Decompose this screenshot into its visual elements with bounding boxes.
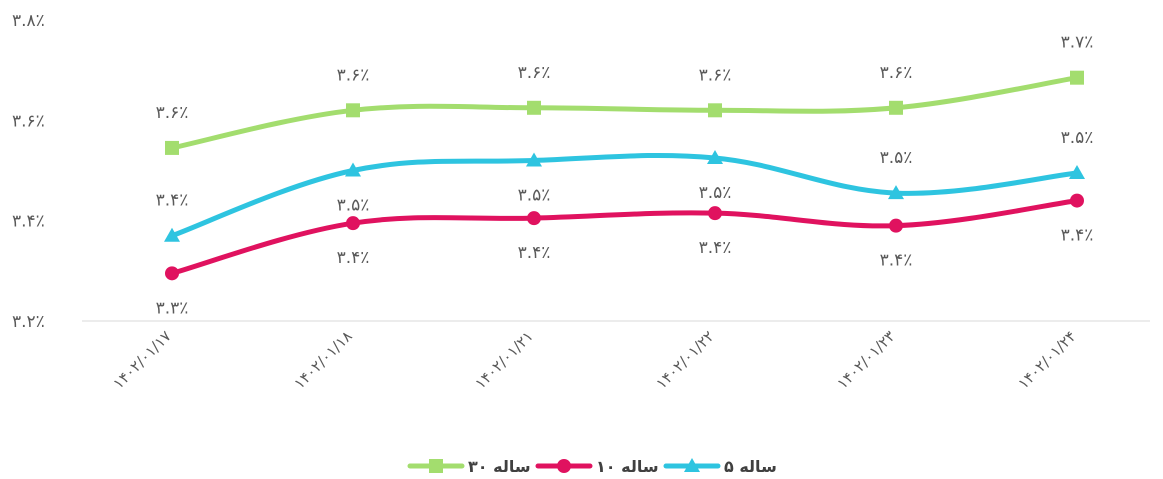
data-label: ۳.۵٪ (337, 196, 370, 216)
data-label: ۳.۶٪ (156, 103, 189, 123)
data-point (707, 149, 723, 164)
data-point (164, 227, 180, 242)
data-label: ۳.۴٪ (337, 248, 370, 268)
data-point (346, 216, 360, 231)
x-tick-label: ۱۴۰۲/۰۱/۲۲ (652, 327, 717, 392)
data-point (889, 100, 903, 115)
data-label: ۳.۶٪ (880, 63, 913, 83)
y-tick-label: ۳.۶٪ (12, 111, 45, 131)
data-label: ۳.۵٪ (1061, 128, 1094, 148)
data-label: ۳.۴٪ (156, 191, 189, 211)
legend-marker (429, 459, 443, 473)
legend-marker (684, 458, 700, 472)
data-label: ۳.۶٪ (337, 65, 370, 85)
data-label: ۳.۶٪ (518, 63, 551, 83)
x-tick-label: ۱۴۰۲/۰۱/۲۳ (833, 327, 898, 392)
data-label: ۳.۴٪ (518, 243, 551, 263)
legend-label: ۵ ساله (724, 457, 777, 476)
data-point (526, 152, 542, 167)
data-point (708, 103, 722, 118)
data-label: ۳.۷٪ (1061, 33, 1094, 53)
y-tick-label: ۳.۲٪ (12, 312, 45, 332)
x-tick-label: ۱۴۰۲/۰۱/۲۴ (1014, 327, 1079, 392)
x-tick-label: ۱۴۰۲/۰۱/۱۸ (290, 327, 355, 392)
data-point (165, 266, 179, 281)
series-line (169, 198, 1080, 276)
data-point (346, 103, 360, 118)
data-label: ۳.۵٪ (518, 185, 551, 205)
y-tick-label: ۳.۴٪ (12, 212, 45, 232)
data-point (889, 218, 903, 233)
data-point (708, 206, 722, 221)
data-point (1070, 193, 1084, 208)
data-label: ۳.۳٪ (156, 298, 189, 318)
data-point (165, 140, 179, 155)
legend-label: ۱۰ ساله (596, 457, 659, 476)
data-point (527, 211, 541, 226)
y-tick-label: ۳.۸٪ (12, 11, 45, 31)
data-label: ۳.۵٪ (880, 148, 913, 168)
data-label: ۳.۴٪ (1061, 226, 1094, 246)
series-line (169, 152, 1080, 239)
data-point (1069, 165, 1085, 180)
legend-marker (557, 459, 571, 473)
data-label: ۳.۵٪ (699, 183, 732, 203)
data-label: ۳.۶٪ (699, 65, 732, 85)
data-point (888, 185, 904, 200)
data-point (527, 100, 541, 115)
x-tick-label: ۱۴۰۲/۰۱/۱۷ (109, 327, 174, 392)
data-point (345, 162, 361, 177)
data-label: ۳.۴٪ (880, 251, 913, 271)
data-label: ۳.۴٪ (699, 238, 732, 258)
legend-label: ۳۰ ساله (468, 457, 531, 476)
x-tick-label: ۱۴۰۲/۰۱/۲۱ (471, 327, 536, 392)
data-point (1070, 70, 1084, 85)
series-line (169, 75, 1080, 151)
